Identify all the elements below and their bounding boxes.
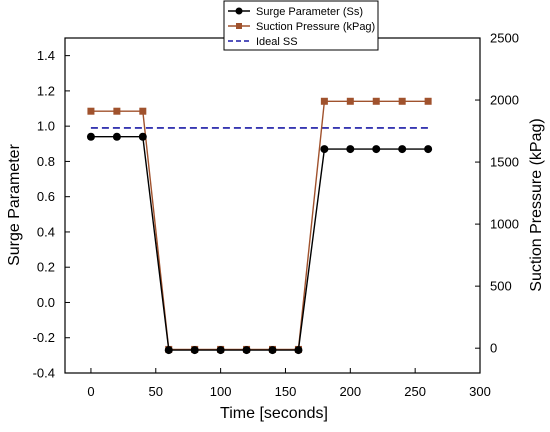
- surge-point: [372, 145, 381, 154]
- surge-point: [398, 145, 407, 154]
- surge-point: [164, 346, 173, 355]
- surge-point: [190, 346, 199, 355]
- legend-label-2: Ideal SS: [256, 36, 298, 48]
- pressure-point: [398, 97, 406, 105]
- y-right-tick-label: 2500: [490, 31, 519, 46]
- plot-frame: [64, 37, 481, 374]
- surge-point: [294, 346, 303, 355]
- y-left-tick-label: 0.8: [37, 154, 55, 169]
- surge-point: [138, 132, 147, 141]
- pressure-point: [320, 97, 328, 105]
- pressure-point: [424, 97, 432, 105]
- series-line-0: [90, 136, 429, 351]
- x-tick-label: 100: [210, 384, 232, 399]
- pressure-point: [346, 97, 354, 105]
- x-tick-label: 150: [275, 384, 297, 399]
- surge-point: [242, 346, 251, 355]
- y-right-tick-label: 500: [490, 279, 512, 294]
- y-left-tick-label: 1.2: [37, 83, 55, 98]
- y-axis-left-title: Surge Parameter: [6, 143, 23, 266]
- y-left-tick-label: 0.4: [37, 224, 55, 239]
- x-tick-label: 0: [87, 384, 94, 399]
- x-tick-label: 250: [404, 384, 426, 399]
- surge-point: [346, 145, 355, 154]
- surge-point: [424, 145, 433, 154]
- x-tick-label: 300: [469, 384, 491, 399]
- x-axis-title: Time [seconds]: [220, 405, 328, 422]
- y-left-tick-label: 1.4: [37, 48, 55, 63]
- y-left-tick-label: 1.0: [37, 119, 55, 134]
- pressure-point: [372, 97, 380, 105]
- pressure-point: [139, 107, 147, 115]
- x-tick-label: 50: [149, 384, 163, 399]
- y-right-tick-label: 0: [490, 341, 497, 356]
- y-left-tick-label: 0.6: [37, 189, 55, 204]
- pressure-point: [113, 107, 121, 115]
- x-tick-label: 200: [339, 384, 361, 399]
- pressure-point: [87, 107, 95, 115]
- surge-point: [320, 145, 329, 154]
- y-left-tick-label: 0.2: [37, 260, 55, 275]
- surge-point: [216, 346, 225, 355]
- legend-marker-0: [235, 7, 243, 15]
- legend-label-0: Surge Parameter (Ss): [256, 6, 363, 18]
- y-right-tick-label: 1500: [490, 155, 519, 170]
- surge-point: [112, 132, 121, 141]
- y-left-tick-label: 0.0: [37, 295, 55, 310]
- y-right-tick-label: 2000: [490, 93, 519, 108]
- surge-point: [268, 346, 277, 355]
- y-axis-right-title: Suction Pressure (kPag): [528, 118, 545, 291]
- legend: Surge Parameter (Ss) Suction Pressure (kP…: [223, 0, 379, 51]
- legend-label-1: Suction Pressure (kPag): [256, 21, 375, 33]
- y-left-tick-label: -0.2: [33, 330, 55, 345]
- y-left-tick-label: -0.4: [33, 366, 55, 381]
- y-right-tick-label: 1000: [490, 217, 519, 232]
- legend-marker-1: [236, 23, 242, 29]
- surge-point: [86, 132, 95, 141]
